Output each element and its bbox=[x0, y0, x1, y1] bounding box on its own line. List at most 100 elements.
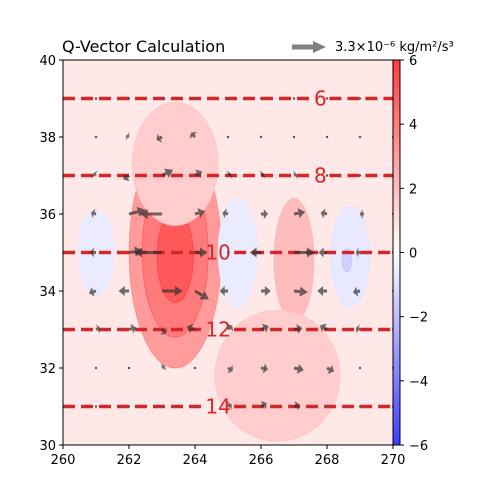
q-vector bbox=[293, 173, 296, 177]
y-tick-label: 40 bbox=[39, 54, 56, 69]
q-vector bbox=[226, 326, 231, 331]
q-vector bbox=[160, 97, 164, 100]
x-axis: 260 262 264 266 268 270 bbox=[51, 445, 405, 468]
q-vector bbox=[127, 97, 131, 100]
q-vector bbox=[93, 212, 97, 216]
q-vector bbox=[358, 366, 362, 370]
q-vector-head bbox=[91, 208, 96, 219]
plot-area: 6 8 10 12 14 bbox=[62, 59, 394, 446]
q-vector-head bbox=[355, 247, 359, 258]
colorbar-tick-label: 4 bbox=[409, 118, 417, 133]
x-tick-label: 264 bbox=[183, 453, 208, 468]
q-vector-head bbox=[195, 169, 202, 179]
q-vector bbox=[127, 135, 130, 139]
q-vector-head bbox=[199, 290, 209, 300]
q-vector-head bbox=[353, 286, 359, 297]
q-vector-head bbox=[263, 209, 268, 219]
x-tick-label: 260 bbox=[51, 453, 76, 468]
colorbar-tick-label: −6 bbox=[409, 439, 428, 454]
q-vector-head bbox=[197, 208, 205, 218]
x-tick-label: 262 bbox=[117, 453, 142, 468]
q-vectors bbox=[89, 97, 393, 411]
colorbar-tick-label: 6 bbox=[409, 54, 417, 69]
q-vector bbox=[92, 289, 97, 294]
q-vector bbox=[325, 97, 329, 100]
q-vector bbox=[260, 173, 264, 177]
q-vector-head bbox=[164, 168, 174, 178]
q-vector bbox=[194, 172, 199, 177]
q-vector-head bbox=[156, 133, 163, 143]
q-vector-head bbox=[296, 324, 303, 334]
q-vector bbox=[226, 135, 230, 139]
q-vector-head bbox=[249, 247, 257, 258]
colorbar-tick-label: 2 bbox=[409, 182, 417, 197]
q-vector-head bbox=[118, 286, 125, 296]
quiver-key-arrowhead bbox=[313, 41, 326, 53]
contour-fill bbox=[214, 309, 341, 442]
y-axis: 30 32 34 36 38 40 bbox=[39, 54, 63, 454]
q-vector-head bbox=[227, 364, 233, 374]
q-vector-head bbox=[361, 209, 365, 219]
q-vector-head bbox=[89, 287, 95, 297]
q-vector-head bbox=[222, 208, 227, 219]
q-vector bbox=[128, 327, 133, 331]
q-vector bbox=[293, 327, 298, 331]
colorbar-tick-label: −2 bbox=[409, 311, 428, 326]
q-vector-head bbox=[226, 170, 233, 179]
q-vector bbox=[292, 97, 296, 100]
q-vector bbox=[225, 211, 229, 216]
q-vector-head bbox=[90, 247, 94, 258]
q-vector bbox=[159, 135, 163, 140]
q-vector bbox=[191, 326, 196, 331]
q-vector bbox=[358, 135, 362, 139]
q-vector-head bbox=[219, 286, 225, 296]
q-vector bbox=[128, 210, 139, 216]
q-vector bbox=[259, 135, 263, 139]
q-vector bbox=[227, 366, 231, 371]
y-tick-label: 36 bbox=[39, 208, 56, 223]
quiver-key-label: 3.3×10⁻⁶ kg/m²/s³ bbox=[335, 40, 454, 55]
q-vector-head bbox=[96, 324, 101, 334]
isoline-label: 8 bbox=[314, 164, 327, 188]
q-vector-head bbox=[355, 324, 360, 334]
q-vector-head bbox=[160, 363, 167, 372]
q-vector bbox=[94, 135, 98, 139]
q-vector bbox=[226, 251, 230, 254]
q-vector bbox=[125, 174, 130, 179]
q-vector-head bbox=[134, 247, 143, 258]
q-vector bbox=[260, 326, 265, 331]
contour-fill bbox=[131, 102, 219, 226]
colorbar-tick-label: −4 bbox=[409, 375, 428, 390]
q-vector bbox=[161, 171, 168, 177]
q-vector bbox=[127, 405, 131, 408]
q-vector bbox=[358, 174, 362, 177]
q-vector-head bbox=[296, 363, 304, 374]
y-tick-label: 30 bbox=[39, 439, 56, 454]
q-vector-head bbox=[139, 209, 148, 219]
q-vector bbox=[293, 366, 299, 371]
q-vector-head bbox=[174, 286, 183, 296]
quiver-key: 3.3×10⁻⁶ kg/m²/s³ bbox=[292, 40, 454, 55]
q-vector bbox=[193, 97, 197, 100]
x-tick-label: 268 bbox=[315, 453, 340, 468]
y-tick-label: 32 bbox=[39, 362, 56, 377]
q-vector bbox=[293, 289, 301, 294]
q-vector-head bbox=[299, 286, 308, 297]
colorbar-bar bbox=[392, 59, 401, 446]
q-vector bbox=[227, 404, 231, 408]
q-vector bbox=[94, 366, 98, 370]
q-vector-head bbox=[262, 363, 268, 374]
q-vector bbox=[193, 405, 197, 408]
y-tick-label: 34 bbox=[39, 285, 56, 300]
q-vector bbox=[323, 326, 328, 331]
q-vector-head bbox=[130, 323, 136, 334]
q-vector bbox=[192, 134, 197, 139]
q-vector bbox=[226, 97, 230, 100]
y-tick-label: 38 bbox=[39, 131, 56, 146]
q-vector bbox=[259, 97, 263, 100]
q-vector bbox=[227, 173, 231, 177]
q-vector-head bbox=[186, 323, 194, 334]
colorbar-ticks: −6 −4 −2 0 2 4 6 bbox=[400, 54, 428, 454]
q-vector bbox=[260, 403, 265, 408]
